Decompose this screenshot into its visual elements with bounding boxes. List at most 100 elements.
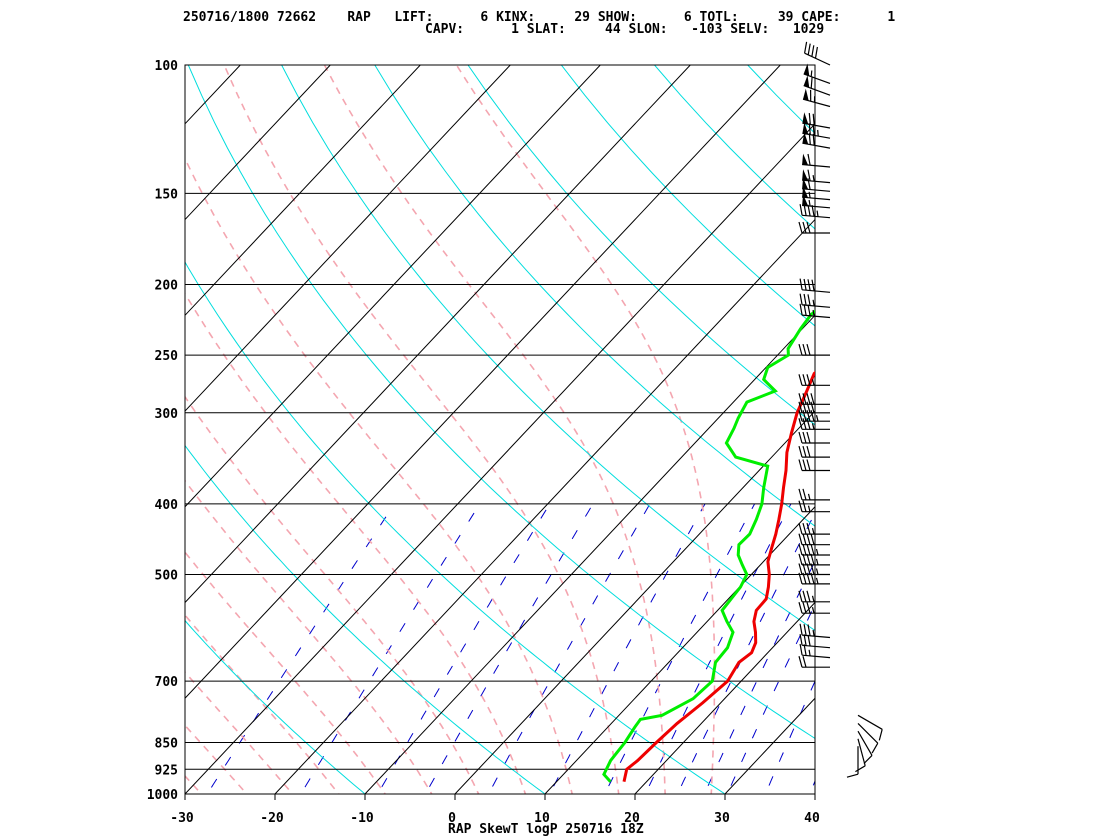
isotherm-line <box>185 65 331 221</box>
moist-adiabat-line <box>323 65 666 794</box>
barb-full <box>806 343 811 356</box>
barb-full <box>807 624 811 636</box>
barb-half <box>815 558 819 566</box>
moist-adiabat-line <box>185 292 527 794</box>
wind-barb <box>799 643 831 659</box>
barb-full <box>863 754 873 764</box>
barb-flag <box>802 122 809 135</box>
barb-full <box>799 203 803 216</box>
barb-full <box>799 623 803 636</box>
isotherm-line <box>185 65 601 508</box>
barb-full <box>803 204 807 216</box>
isotherm-line <box>0 65 60 794</box>
wind-barb <box>798 656 830 668</box>
barb-flag <box>802 153 809 166</box>
barb-full <box>807 279 811 291</box>
barb-shaft <box>802 304 831 308</box>
barb-full <box>802 553 807 566</box>
barb-half <box>816 210 819 217</box>
barb-shaft <box>803 73 831 84</box>
barb-full <box>802 590 807 602</box>
wind-barb <box>799 633 831 649</box>
pressure-tick-label: 500 <box>155 569 179 584</box>
barb-shaft <box>802 289 831 293</box>
wind-barb <box>799 623 831 639</box>
pressure-tick-label: 200 <box>155 279 179 294</box>
isotherm-line <box>185 65 781 699</box>
moist-adiabats <box>185 65 716 794</box>
pressure-tick-label: 400 <box>155 498 179 513</box>
barb-shaft <box>802 654 831 659</box>
dry-adiabat-line <box>185 444 546 794</box>
barb-full <box>799 293 803 306</box>
barb-full <box>810 410 815 422</box>
wind-barb <box>857 730 873 764</box>
barb-shaft <box>804 52 831 66</box>
barb-full <box>806 410 811 422</box>
barb-shaft <box>857 738 866 766</box>
sounding-profiles <box>602 309 815 783</box>
barb-full <box>807 304 811 316</box>
barb-full <box>798 410 803 422</box>
background-lines <box>0 65 1120 809</box>
barb-full <box>798 590 803 602</box>
mixing-ratio-lines <box>206 503 815 794</box>
barb-half <box>811 527 815 535</box>
mixing-ratio-line <box>206 503 395 794</box>
barb-full <box>798 572 803 585</box>
wind-barb <box>798 488 830 501</box>
wind-barb <box>798 431 830 444</box>
barb-full <box>799 643 803 656</box>
barb-full <box>806 374 811 386</box>
temperature-tick-label: -20 <box>260 811 284 826</box>
barb-full <box>802 374 807 386</box>
barb-full <box>798 553 803 566</box>
barb-full <box>802 572 807 585</box>
pressure-tick-labels: 100 150 200 250 300 400 500 700 850 925 1000 <box>147 59 178 803</box>
barb-half <box>808 649 811 656</box>
barb-half <box>811 607 815 614</box>
barb-full <box>802 401 807 413</box>
isotherm-line <box>454 410 815 794</box>
barb-full <box>810 572 815 585</box>
dry-adiabat-line <box>374 65 815 527</box>
barb-full <box>814 46 818 59</box>
barb-full <box>810 76 813 89</box>
pressure-tick-label: 850 <box>155 737 179 752</box>
wind-barb <box>803 75 831 96</box>
barb-full <box>846 773 859 778</box>
dry-adiabat-line <box>841 65 1120 809</box>
isotherm-line <box>544 506 815 794</box>
barb-half <box>812 175 815 182</box>
barb-half <box>810 70 813 77</box>
barb-flag <box>802 169 809 181</box>
wind-barbs <box>798 41 883 778</box>
header-line-1: 250716/1800 72662 RAP LIFT: 6 KINX: 29 S… <box>183 10 895 25</box>
barb-flag <box>803 75 810 88</box>
barb-full <box>798 343 803 356</box>
barb-full <box>803 624 807 636</box>
barb-half <box>808 199 811 207</box>
barb-full <box>806 401 811 413</box>
barb-half <box>815 548 819 556</box>
barb-full <box>802 343 807 356</box>
wind-barb <box>799 278 831 293</box>
mixing-ratio-line <box>424 503 594 794</box>
header-line-2: CAPV: 1 SLAT: 44 SLON: -103 SELV: 1029 <box>425 22 824 37</box>
mixing-ratio-line <box>604 503 756 794</box>
barb-full <box>802 445 807 458</box>
barb-full <box>806 418 811 430</box>
barb-full <box>811 204 815 217</box>
wind-barb <box>798 572 830 585</box>
temperature-tick-label: 20 <box>624 811 640 826</box>
wind-barb <box>798 543 830 556</box>
barb-shaft <box>802 634 831 639</box>
barb-full <box>798 563 803 575</box>
isotherm-line <box>274 218 815 794</box>
mixing-ratio-line <box>549 503 706 794</box>
barb-full <box>806 431 811 444</box>
barb-flag <box>803 88 809 101</box>
barb-flag <box>802 112 809 125</box>
barb-full <box>802 431 807 444</box>
